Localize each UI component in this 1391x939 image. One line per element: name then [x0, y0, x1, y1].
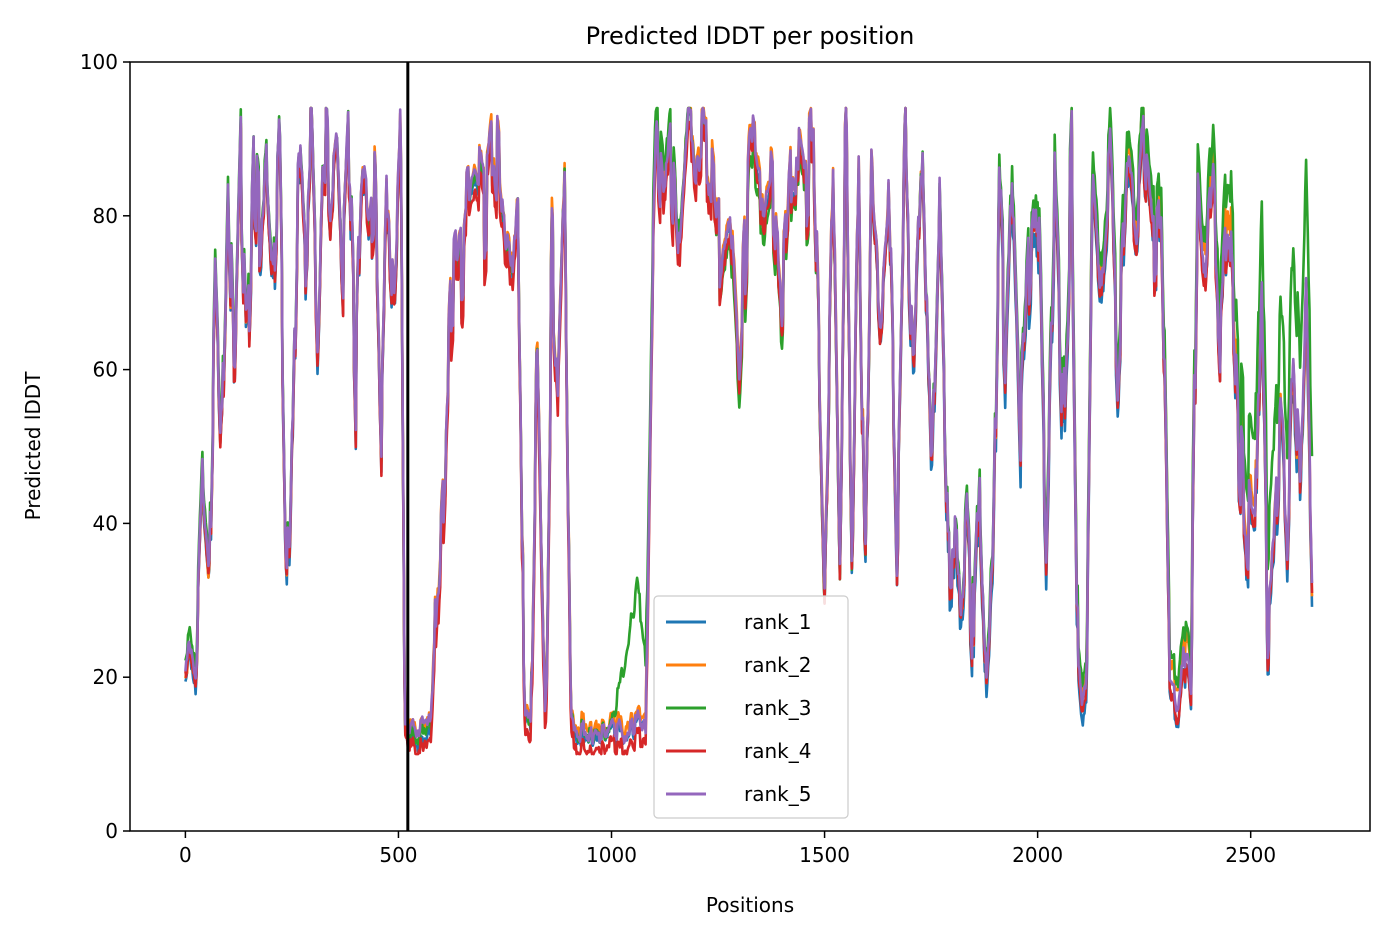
y-tick-label: 0 — [105, 819, 118, 843]
x-tick-label: 0 — [179, 843, 192, 867]
series-line-rank_5 — [184, 106, 1314, 745]
legend-label: rank_5 — [744, 782, 811, 806]
x-tick-label: 2000 — [1012, 843, 1063, 867]
legend-label: rank_3 — [744, 696, 811, 720]
series-group — [184, 106, 1314, 756]
y-tick-label: 40 — [93, 511, 118, 535]
y-axis-ticks: 0 20 40 60 80 100 — [80, 50, 130, 843]
legend-label: rank_2 — [744, 653, 811, 677]
y-tick-label: 20 — [93, 665, 118, 689]
legend-box — [653, 595, 849, 819]
y-tick-label: 60 — [93, 358, 118, 382]
x-axis-ticks: 0 500 1000 1500 2000 2500 — [179, 831, 1276, 867]
y-tick-label: 100 — [80, 50, 118, 74]
y-axis-label: Predicted lDDT — [21, 371, 45, 521]
legend-label: rank_4 — [744, 739, 811, 763]
x-tick-label: 500 — [379, 843, 417, 867]
chart-title: Predicted lDDT per position — [586, 22, 915, 50]
x-tick-label: 1000 — [586, 843, 637, 867]
x-tick-label: 2500 — [1225, 843, 1276, 867]
x-axis-label: Positions — [706, 893, 794, 917]
x-tick-label: 1500 — [799, 843, 850, 867]
plot-frame — [129, 61, 1371, 832]
y-tick-label: 80 — [93, 204, 118, 228]
legend-label: rank_1 — [744, 610, 811, 634]
legend: rank_1 rank_2 rank_3 rank_4 rank_5 — [653, 595, 849, 819]
